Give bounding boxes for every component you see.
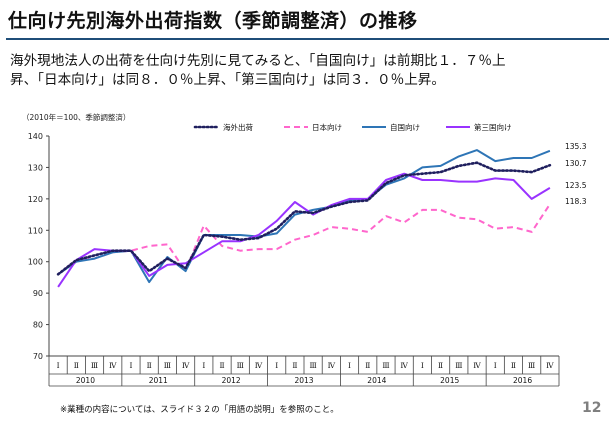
x-tick-label-quarter: Ⅲ	[164, 361, 171, 370]
series-line	[57, 149, 551, 284]
unit-note: （2010年＝100、季節調整済）	[22, 112, 130, 122]
x-tick-label-year: 2015	[440, 376, 459, 385]
summary-line-2: 昇、「日本向け」は同８．０％上昇、「第三国向け」は同３．０％上昇。	[10, 72, 445, 88]
x-tick-label-quarter: Ⅳ	[400, 361, 408, 370]
y-tick-label: 110	[28, 226, 43, 235]
page-number: 12	[582, 400, 602, 416]
x-tick-label-year: 2016	[513, 376, 532, 385]
y-tick-label: 140	[28, 132, 43, 141]
x-tick-label-quarter: Ⅲ	[237, 361, 244, 370]
y-tick-label: 80	[33, 321, 43, 330]
legend-label: 海外出荷	[223, 122, 253, 132]
x-tick-label-quarter: Ⅰ	[275, 361, 278, 370]
end-value-label: 123.5	[565, 181, 587, 190]
x-tick-label-quarter: Ⅱ	[147, 361, 152, 370]
x-tick-label-quarter: Ⅳ	[328, 361, 336, 370]
summary-text: 海外現地法人の出荷を仕向け先別に見てみると、「自国向け」は前期比１．７％上 昇、…	[10, 52, 610, 90]
x-tick-label-quarter: Ⅱ	[511, 361, 516, 370]
x-tick-label-year: 2012	[222, 376, 241, 385]
x-tick-label-quarter: Ⅰ	[421, 361, 424, 370]
x-tick-label-quarter: Ⅳ	[182, 361, 190, 370]
x-tick-label-quarter: Ⅳ	[109, 361, 117, 370]
x-tick-label-quarter: Ⅰ	[494, 361, 497, 370]
x-tick-label-quarter: Ⅰ	[348, 361, 351, 370]
y-tick-label: 100	[28, 258, 43, 267]
x-tick-label-quarter: Ⅳ	[255, 361, 263, 370]
x-tick-label-quarter: Ⅰ	[129, 361, 132, 370]
title-underline	[6, 38, 609, 40]
x-tick-label-year: 2014	[367, 376, 386, 385]
x-tick-label-quarter: Ⅱ	[219, 361, 224, 370]
end-value-label: 130.7	[565, 159, 587, 168]
end-value-label: 135.3	[565, 142, 587, 151]
x-tick-label-quarter: Ⅳ	[473, 361, 481, 370]
series-line	[56, 161, 552, 276]
x-tick-label-quarter: Ⅰ	[57, 361, 60, 370]
x-tick-label-quarter: Ⅲ	[382, 361, 389, 370]
series-line	[57, 172, 551, 288]
x-tick-label-year: 2011	[149, 376, 168, 385]
x-tick-label-quarter: Ⅱ	[365, 361, 370, 370]
summary-line-1: 海外現地法人の出荷を仕向け先別に見てみると、「自国向け」は前期比１．７％上	[10, 53, 506, 69]
legend-label: 日本向け	[312, 122, 342, 132]
x-tick-label-year: 2010	[76, 376, 95, 385]
y-tick-label: 120	[28, 195, 43, 204]
x-tick-label-quarter: Ⅲ	[455, 361, 462, 370]
x-tick-label-quarter: Ⅲ	[309, 361, 316, 370]
x-tick-label-quarter: Ⅱ	[74, 361, 79, 370]
slide-title: 仕向け先別海外出荷指数（季節調整済）の推移	[8, 10, 418, 32]
y-tick-label: 90	[33, 289, 43, 298]
x-tick-label-quarter: Ⅱ	[438, 361, 443, 370]
x-tick-label-quarter: Ⅰ	[202, 361, 205, 370]
series-line	[57, 203, 551, 276]
y-tick-label: 130	[28, 163, 43, 172]
legend-label: 自国向け	[390, 122, 420, 132]
x-tick-label-quarter: Ⅲ	[91, 361, 98, 370]
x-tick-label-quarter: Ⅲ	[528, 361, 535, 370]
legend-label: 第三国向け	[474, 122, 512, 132]
x-tick-label-quarter: Ⅱ	[292, 361, 297, 370]
end-value-label: 118.3	[565, 197, 587, 206]
x-tick-label-quarter: Ⅳ	[546, 361, 554, 370]
footnote: ※業種の内容については、スライド３２の「用語の説明」を参照のこと。	[60, 405, 339, 415]
x-tick-label-year: 2013	[294, 376, 313, 385]
y-tick-label: 70	[33, 352, 43, 361]
